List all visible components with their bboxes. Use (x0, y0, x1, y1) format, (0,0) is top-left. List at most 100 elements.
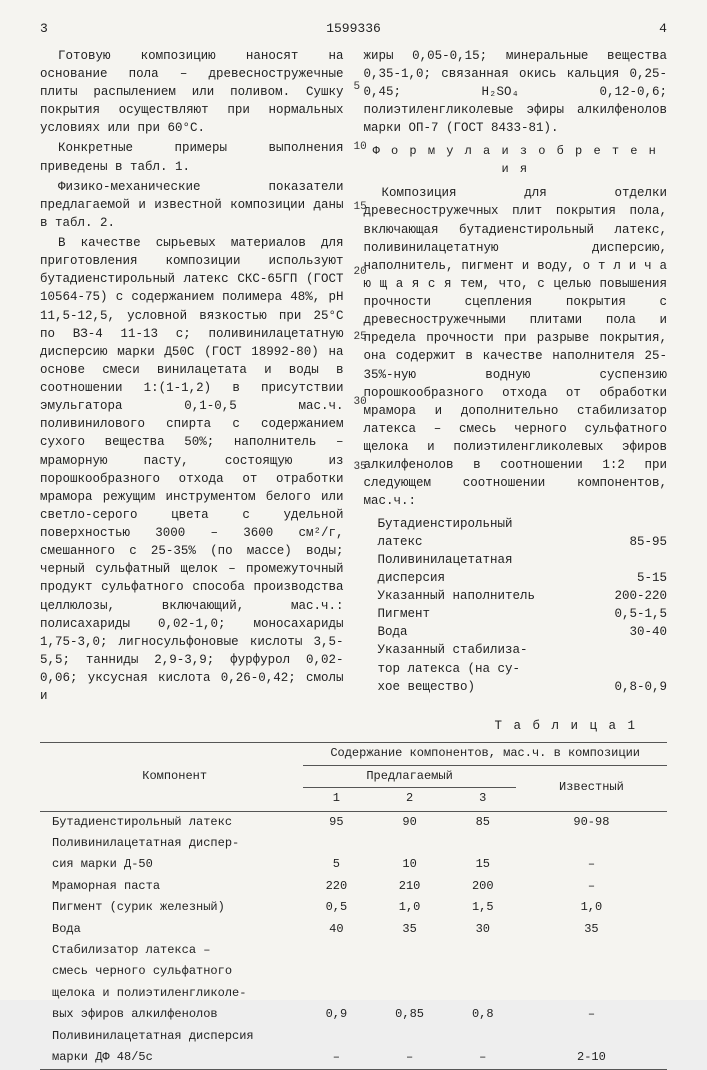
cell: 40 (303, 919, 369, 940)
table-row: сия марки Д-50 5 10 15 – (40, 854, 667, 875)
cell: 90-98 (516, 811, 667, 833)
component-label: Пигмент (364, 605, 608, 623)
cell: 30 (450, 919, 516, 940)
cell: 5 (303, 854, 369, 875)
component-value: 0,5-1,5 (607, 605, 667, 623)
paragraph: Композиция для отделки древесностружечны… (364, 184, 668, 510)
col-header-component: Компонент (40, 743, 303, 810)
cell-component: щелока и полиэтиленгликоле- (40, 983, 303, 1004)
component-label: тор латекса (на су- (364, 660, 608, 678)
table-header-row: Компонент Содержание компонентов, мас.ч.… (40, 743, 667, 765)
cell-component: марки ДФ 48/5с (40, 1047, 303, 1068)
table-row: Стабилизатор латекса – (40, 940, 667, 961)
component-label: латекс (364, 533, 608, 551)
table-row: вых эфиров алкилфенолов 0,9 0,85 0,8 – (40, 1004, 667, 1025)
cell-component: Бутадиенстирольный латекс (40, 811, 303, 833)
col-header-proposed: Предлагаемый (303, 765, 516, 787)
paragraph: жиры 0,05-0,15; минеральные вещества 0,3… (364, 47, 668, 138)
cell-component: Поливинилацетатная дисперсия (40, 1026, 303, 1047)
cell: 35 (516, 919, 667, 940)
table-row: Мраморная паста 220 210 200 – (40, 876, 667, 897)
patent-number: 1599336 (326, 20, 381, 39)
cell: 1,0 (516, 897, 667, 918)
component-row: Поливинилацетатная (364, 551, 668, 569)
cell: 85 (450, 811, 516, 833)
paragraph: Физико-механические показатели предлагае… (40, 178, 344, 232)
col-num: 2 (369, 788, 449, 810)
table-row: смесь черного сульфатного (40, 961, 667, 982)
component-value: 5-15 (607, 569, 667, 587)
component-row: Указанный стабилиза- (364, 641, 668, 659)
paragraph: Готовую композицию наносят на основание … (40, 47, 344, 138)
cell: 95 (303, 811, 369, 833)
cell: 0,9 (303, 1004, 369, 1025)
line-num: 15 (354, 200, 367, 216)
formula-title: Ф о р м у л а и з о б р е т е н и я (364, 143, 668, 178)
page-header: 3 1599336 4 (40, 20, 667, 39)
component-label: Бутадиенстирольный (364, 515, 608, 533)
component-value: 85-95 (607, 533, 667, 551)
col-header-known: Известный (516, 765, 667, 809)
line-num: 30 (354, 395, 367, 411)
cell: 220 (303, 876, 369, 897)
page-num-right: 4 (659, 20, 667, 39)
component-value: 30-40 (607, 623, 667, 641)
component-value: 200-220 (607, 587, 667, 605)
col-header-content: Содержание компонентов, мас.ч. в компози… (303, 743, 667, 765)
cell: 15 (450, 854, 516, 875)
table-row: марки ДФ 48/5с – – – 2-10 (40, 1047, 667, 1068)
cell: – (303, 1047, 369, 1068)
cell-component: Пигмент (сурик железный) (40, 897, 303, 918)
cell: 1,5 (450, 897, 516, 918)
left-column: Готовую композицию наносят на основание … (40, 47, 344, 708)
cell: 1,0 (369, 897, 449, 918)
cell-component: Стабилизатор латекса – (40, 940, 303, 961)
cell: 2-10 (516, 1047, 667, 1068)
cell-component: смесь черного сульфатного (40, 961, 303, 982)
paragraph: В качестве сырьевых материалов для приго… (40, 234, 344, 705)
component-label: дисперсия (364, 569, 608, 587)
component-row: Вода 30-40 (364, 623, 668, 641)
component-row: Указанный наполнитель 200-220 (364, 587, 668, 605)
component-label: Указанный наполнитель (364, 587, 608, 605)
table-row: Поливинилацетатная диспер- (40, 833, 667, 854)
component-row: дисперсия 5-15 (364, 569, 668, 587)
component-label: Вода (364, 623, 608, 641)
line-num: 25 (354, 330, 367, 346)
component-row: латекс 85-95 (364, 533, 668, 551)
cell: 210 (369, 876, 449, 897)
line-num: 5 (354, 80, 361, 96)
table-row: Вода 40 35 30 35 (40, 919, 667, 940)
cell-component: Мраморная паста (40, 876, 303, 897)
component-label: Поливинилацетатная (364, 551, 608, 569)
line-num: 35 (354, 460, 367, 476)
page-num-left: 3 (40, 20, 48, 39)
component-row: тор латекса (на су- (364, 660, 668, 678)
line-num: 10 (354, 140, 367, 156)
line-num: 20 (354, 265, 367, 281)
cell: 200 (450, 876, 516, 897)
cell: 90 (369, 811, 449, 833)
component-list: Бутадиенстирольный латекс 85-95 Поливини… (364, 515, 668, 696)
cell: – (516, 1004, 667, 1025)
col-num: 3 (450, 788, 516, 810)
cell: 35 (369, 919, 449, 940)
cell-component: вых эфиров алкилфенолов (40, 1004, 303, 1025)
cell: – (516, 854, 667, 875)
cell: 0,85 (369, 1004, 449, 1025)
right-column: жиры 0,05-0,15; минеральные вещества 0,3… (364, 47, 668, 708)
cell: 10 (369, 854, 449, 875)
table-caption: Т а б л и ц а 1 (40, 717, 637, 735)
component-row: Пигмент 0,5-1,5 (364, 605, 668, 623)
table-row: Поливинилацетатная дисперсия (40, 1026, 667, 1047)
data-table: Компонент Содержание компонентов, мас.ч.… (40, 741, 667, 1070)
cell-component: сия марки Д-50 (40, 854, 303, 875)
table-row: Бутадиенстирольный латекс 95 90 85 90-98 (40, 811, 667, 833)
component-value: 0,8-0,9 (607, 678, 667, 696)
table-row: Пигмент (сурик железный) 0,5 1,0 1,5 1,0 (40, 897, 667, 918)
cell: 0,5 (303, 897, 369, 918)
component-row: Бутадиенстирольный (364, 515, 668, 533)
cell: – (516, 876, 667, 897)
table-row: щелока и полиэтиленгликоле- (40, 983, 667, 1004)
component-label: Указанный стабилиза- (364, 641, 608, 659)
